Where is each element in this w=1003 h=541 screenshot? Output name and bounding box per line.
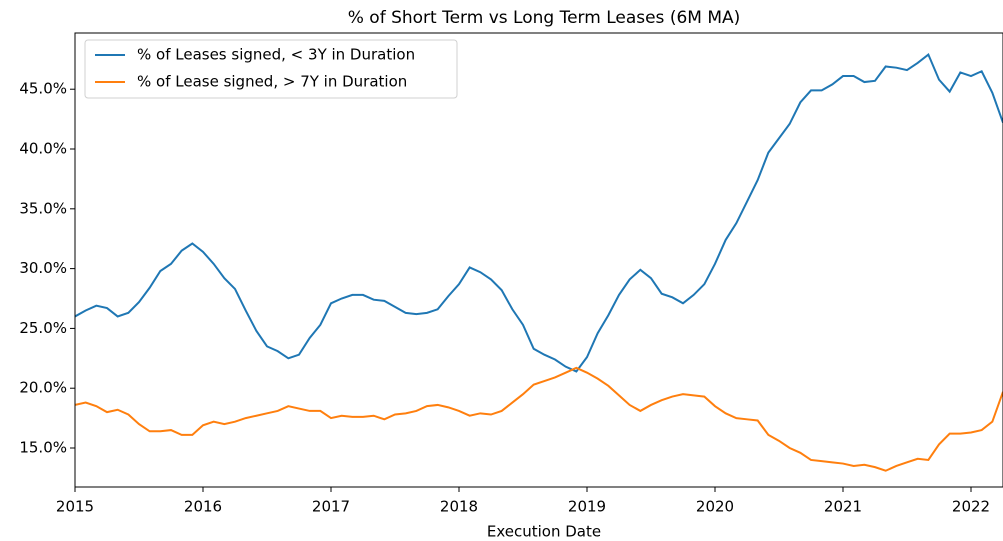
y-tick-label: 35.0% [19, 199, 67, 217]
legend-label: % of Leases signed, < 3Y in Duration [137, 46, 415, 64]
legend-label: % of Lease signed, > 7Y in Duration [137, 73, 407, 91]
legend-box [84, 39, 458, 99]
y-tick-label: 45.0% [19, 80, 67, 98]
chart-title: % of Short Term vs Long Term Leases (6M … [348, 8, 741, 28]
y-tick-label: 20.0% [19, 379, 67, 397]
x-tick-label: 2022 [952, 498, 990, 516]
y-tick-label: 40.0% [19, 140, 67, 158]
series-line [75, 52, 1003, 373]
x-tick-label: 2021 [824, 498, 862, 516]
x-tick-label: 2019 [568, 498, 606, 516]
x-tick-label: 2015 [56, 498, 94, 516]
x-axis-label: Execution Date [487, 523, 601, 541]
y-tick-label: 15.0% [19, 439, 67, 457]
x-tick-label: 2017 [312, 498, 350, 516]
plot-frame [74, 32, 1003, 488]
series-line [75, 366, 1003, 472]
x-tick-label: 2018 [440, 498, 478, 516]
y-tick-label: 25.0% [19, 319, 67, 337]
x-tick-label: 2020 [696, 498, 734, 516]
x-tick-label: 2016 [184, 498, 222, 516]
y-tick-label: 30.0% [19, 259, 67, 277]
